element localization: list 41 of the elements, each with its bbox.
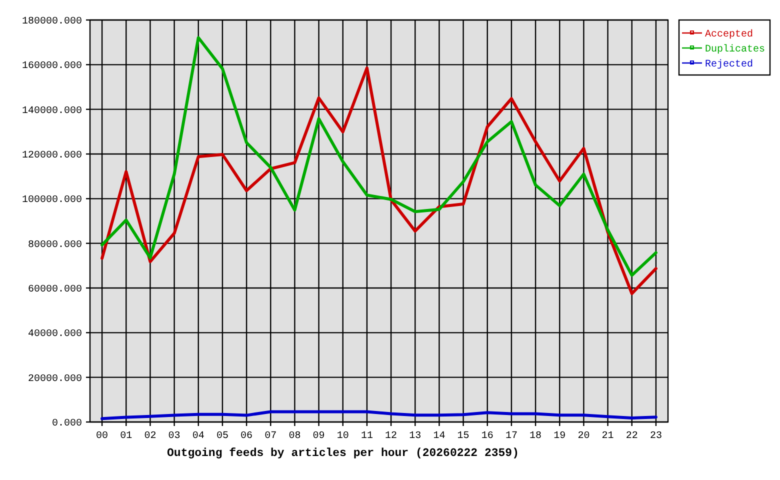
y-tick-label: 60000.000 bbox=[28, 284, 82, 296]
line-series bbox=[100, 410, 658, 420]
y-tick-label: 20000.000 bbox=[28, 374, 82, 385]
x-tick-label: 00 bbox=[96, 431, 108, 442]
x-tick-label: 22 bbox=[626, 431, 638, 442]
x-tick-label: 15 bbox=[457, 431, 470, 442]
legend-label: Rejected bbox=[705, 58, 754, 70]
y-tick-label: 160000.000 bbox=[22, 61, 82, 72]
legend-label: Duplicates bbox=[705, 44, 766, 56]
x-tick-label: 18 bbox=[530, 431, 542, 442]
x-tick-label: 02 bbox=[144, 431, 156, 442]
x-tick-label: 23 bbox=[650, 431, 662, 442]
y-tick-label: 100000.000 bbox=[22, 195, 82, 206]
x-tick-label: 03 bbox=[168, 431, 180, 442]
line-series bbox=[100, 66, 658, 296]
x-tick-label: 06 bbox=[240, 431, 253, 442]
y-tick-label: 180000.000 bbox=[22, 16, 82, 28]
x-tick-label: 20 bbox=[578, 431, 590, 442]
x-axis-title: Outgoing feeds by articles per hour (20260222 2359) bbox=[167, 447, 519, 460]
x-tick-label: 08 bbox=[288, 431, 301, 442]
x-tick-label: 12 bbox=[385, 431, 398, 442]
legend-label: Accepted bbox=[705, 28, 754, 40]
x-tick-label: 10 bbox=[336, 431, 349, 442]
x-tick-label: 17 bbox=[505, 431, 518, 442]
x-tick-label: 16 bbox=[481, 431, 494, 442]
line-series bbox=[100, 36, 658, 277]
y-tick-label: 140000.000 bbox=[22, 106, 82, 117]
y-tick-label: 0.000 bbox=[52, 418, 82, 430]
x-tick-label: 01 bbox=[120, 431, 132, 442]
x-tick-label: 14 bbox=[433, 431, 446, 442]
x-tick-label: 11 bbox=[360, 431, 373, 442]
x-tick-label: 13 bbox=[409, 431, 422, 442]
y-tick-label: 80000.000 bbox=[28, 240, 82, 251]
x-tick-label: 21 bbox=[602, 431, 614, 442]
x-tick-label: 05 bbox=[216, 431, 228, 442]
x-tick-label: 07 bbox=[264, 431, 277, 442]
y-tick-label: 120000.000 bbox=[22, 150, 82, 162]
x-tick-label: 04 bbox=[192, 431, 204, 442]
y-tick-label: 40000.000 bbox=[28, 329, 82, 340]
x-tick-label: 19 bbox=[554, 431, 566, 442]
x-tick-label: 09 bbox=[312, 431, 325, 442]
